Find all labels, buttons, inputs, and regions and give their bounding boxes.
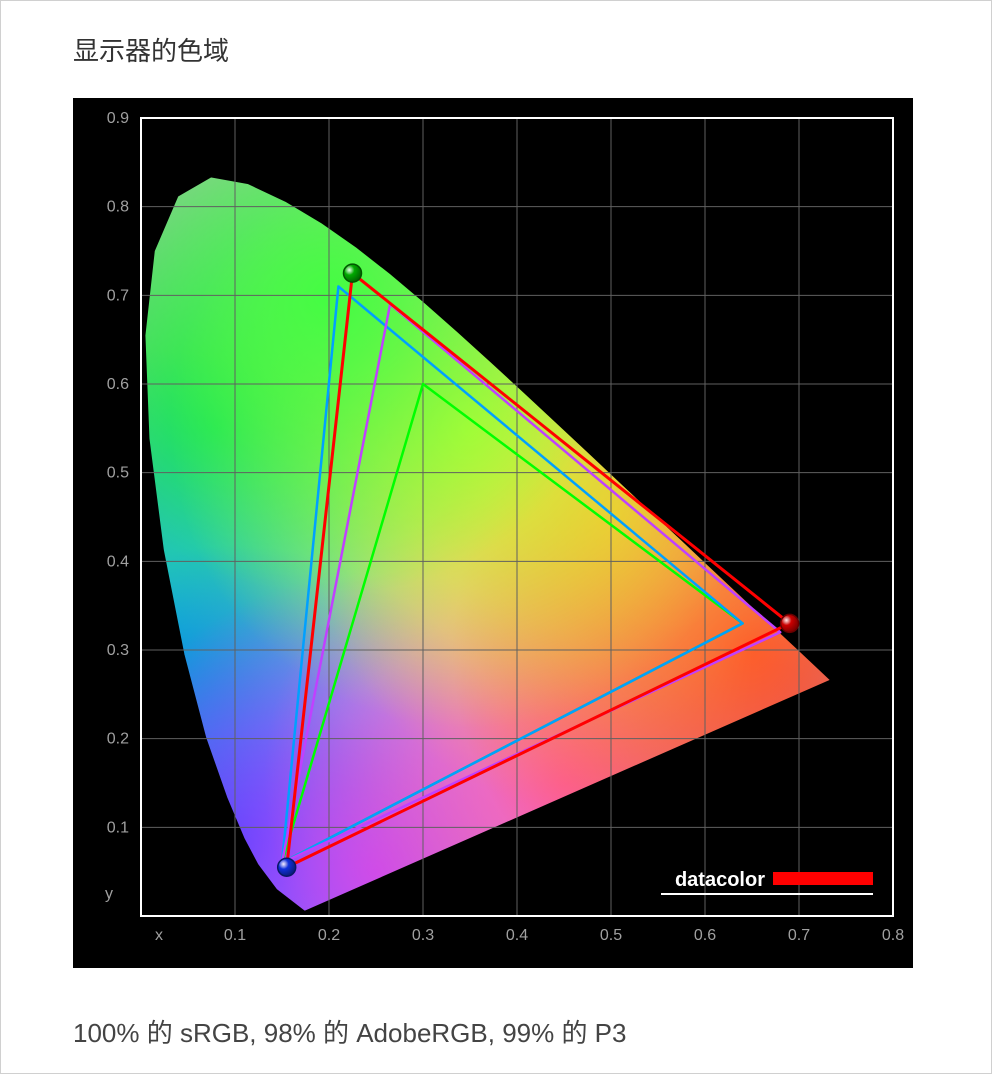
svg-text:0.1: 0.1: [224, 927, 246, 944]
gamut-caption: 100% 的 sRGB, 98% 的 AdobeRGB, 99% 的 P3: [1, 968, 991, 1050]
svg-text:0.1: 0.1: [107, 819, 129, 836]
svg-text:0.3: 0.3: [412, 927, 434, 944]
svg-text:0.5: 0.5: [107, 465, 129, 482]
svg-text:0.9: 0.9: [107, 110, 129, 127]
svg-text:x: x: [155, 927, 163, 944]
page-title: 显示器的色域: [1, 21, 991, 98]
svg-text:y: y: [105, 885, 113, 902]
svg-text:0.7: 0.7: [788, 927, 810, 944]
svg-text:0.2: 0.2: [107, 731, 129, 748]
svg-text:0.5: 0.5: [600, 927, 622, 944]
svg-text:0.7: 0.7: [107, 287, 129, 304]
svg-text:0.6: 0.6: [694, 927, 716, 944]
svg-text:0.4: 0.4: [107, 553, 129, 570]
chromaticity-chart: 0.1 0.2 0.3 0.4 0.5 0.6 0.7 0.8 0.1 0.2 0.3 0.4 0.5 0…: [1, 98, 991, 968]
svg-text:0.8: 0.8: [882, 927, 904, 944]
svg-text:datacolor: datacolor: [675, 869, 765, 891]
svg-text:0.3: 0.3: [107, 642, 129, 659]
svg-text:0.4: 0.4: [506, 927, 528, 944]
svg-text:0.8: 0.8: [107, 199, 129, 216]
svg-text:0.2: 0.2: [318, 927, 340, 944]
primary-marker: [278, 858, 296, 876]
primary-marker: [781, 614, 799, 632]
svg-text:0.6: 0.6: [107, 376, 129, 393]
primary-marker: [344, 264, 362, 282]
